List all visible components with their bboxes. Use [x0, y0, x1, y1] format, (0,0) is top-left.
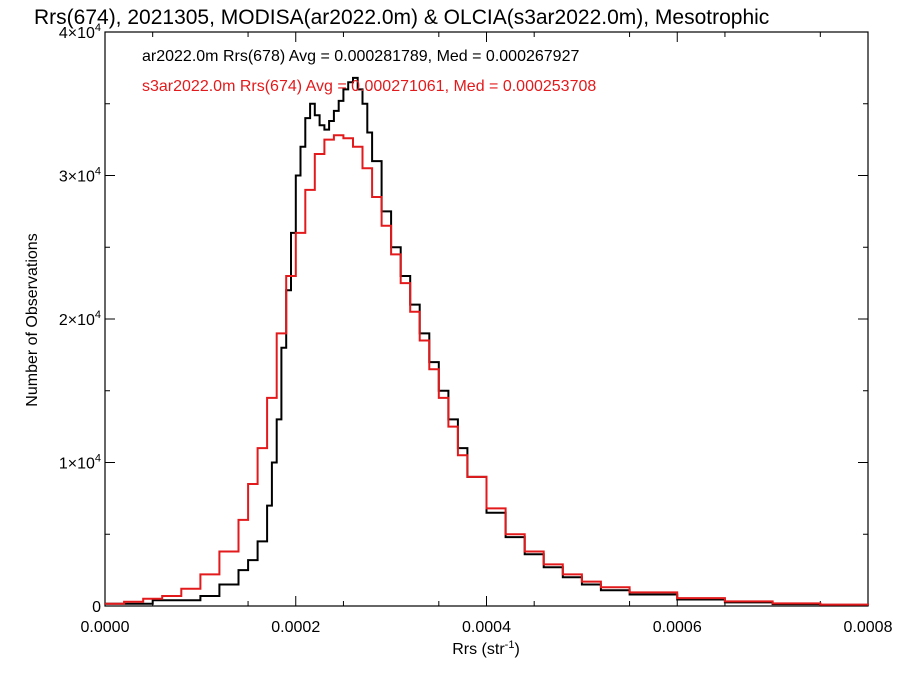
x-tick-label: 0.0000	[81, 619, 130, 636]
x-axis: 0.0000 0.0002 0.0004 0.0006 0.0008	[81, 32, 893, 636]
y-axis-title: Number of Observations	[24, 233, 41, 406]
x-axis-title-close: )	[514, 641, 519, 658]
y-tick-label: 4×104	[59, 22, 101, 42]
series-layer	[105, 76, 869, 606]
legend-entry-2: s3ar2022.0m Rrs(674) Avg = 0.000271061, …	[142, 78, 596, 95]
y-tick-label: 3×104	[59, 166, 101, 186]
plot-frame	[104, 31, 869, 607]
x-tick-label: 0.0008	[844, 619, 893, 636]
y-tick-label: 0	[92, 599, 101, 616]
y-tick-label: 1×104	[59, 453, 101, 473]
x-tick-label: 0.0006	[653, 619, 702, 636]
x-tick-label: 0.0004	[462, 619, 511, 636]
x-tick-label: 0.0002	[271, 619, 320, 636]
series-line-2	[105, 134, 869, 606]
legend-entry-1: ar2022.0m Rrs(678) Avg = 0.000281789, Me…	[142, 48, 579, 65]
y-tick-label: 2×104	[59, 309, 101, 329]
legend: ar2022.0m Rrs(678) Avg = 0.000281789, Me…	[142, 48, 596, 95]
x-axis-title-main: Rrs (str	[452, 641, 505, 658]
x-axis-title-superscript: -1	[505, 639, 515, 651]
chart-title: Rrs(674), 2021305, MODISA(ar2022.0m) & O…	[34, 6, 769, 29]
x-axis-title: Rrs (str-1)	[452, 639, 520, 658]
y-axis: 0 1×104 2×104 3×104 4×104	[59, 22, 868, 616]
series-line-1	[105, 76, 869, 606]
